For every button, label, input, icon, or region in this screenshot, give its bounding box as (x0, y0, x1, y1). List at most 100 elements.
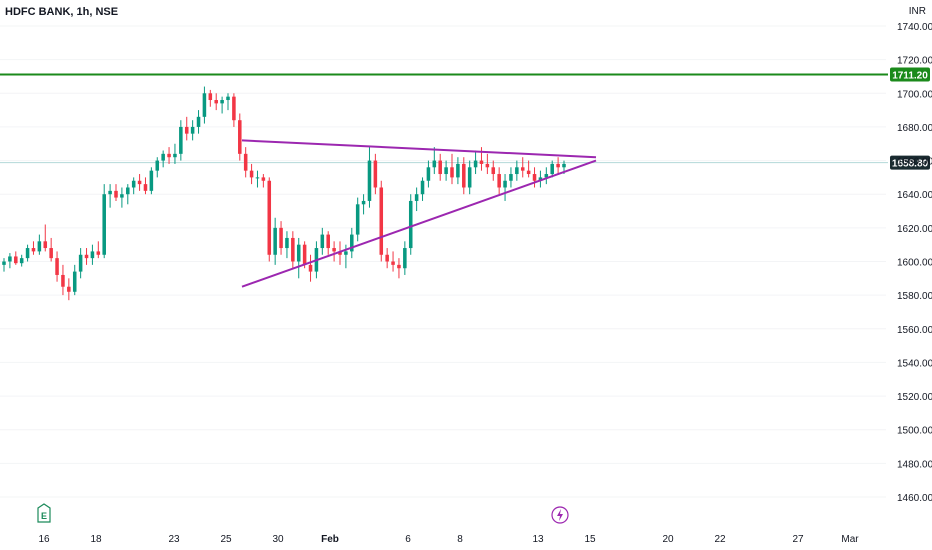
candle (373, 153, 378, 195)
candle-body (255, 177, 260, 179)
candle (232, 93, 236, 127)
candle (538, 170, 543, 188)
candle-body (520, 167, 525, 171)
candle (491, 160, 496, 181)
y-tick-label: 1500.00 (897, 426, 932, 437)
candle-body (397, 264, 401, 269)
x-tick-label: 13 (532, 534, 544, 545)
trendlines (241, 139, 597, 288)
candle (149, 167, 154, 195)
y-axis: 1740.00 1720.00 1700.00 1680.00 1660.00 1640.… (897, 22, 932, 504)
candle (184, 116, 189, 141)
y-tick-label: 1680.00 (897, 123, 932, 134)
resistance-label: 1711.20 (892, 70, 928, 81)
x-tick-label: 23 (168, 534, 180, 545)
candle-body (326, 234, 330, 249)
candle-body (473, 160, 478, 168)
candle (78, 248, 83, 279)
candle-body (350, 234, 354, 252)
x-tick-label: 30 (272, 534, 284, 545)
candle-body (143, 184, 148, 191)
candle-body (296, 244, 301, 262)
candle-body (78, 254, 83, 272)
candle (8, 253, 12, 269)
earnings-icon: E (37, 503, 51, 523)
candle (296, 237, 301, 279)
candle-body (450, 167, 454, 178)
candle (279, 221, 283, 255)
y-tick-label: 1640.00 (897, 190, 932, 201)
candle-body (385, 254, 389, 262)
y-tick-label: 1620.00 (897, 224, 932, 235)
candle-body (261, 177, 266, 181)
candle-body (285, 237, 289, 249)
candle-body (126, 187, 130, 195)
trendline-upper (241, 139, 597, 159)
candle-body (414, 194, 419, 201)
candle-body (37, 241, 42, 252)
candles (2, 86, 566, 301)
candle-body (432, 160, 437, 168)
candle-body (220, 100, 224, 104)
candle (532, 167, 537, 188)
candle (473, 150, 478, 175)
candle (43, 224, 48, 252)
candle (414, 187, 419, 212)
candle-body (19, 258, 24, 264)
candle (355, 197, 360, 242)
lightning-icon (551, 506, 569, 524)
candle-body (238, 120, 242, 154)
candle-body (426, 167, 431, 181)
candle (131, 177, 136, 195)
candle (126, 184, 130, 205)
candle (515, 160, 519, 181)
candle (273, 217, 277, 265)
y-tick-label: 1480.00 (897, 459, 932, 470)
candle-body (320, 234, 325, 249)
candle (108, 184, 112, 208)
candle-body (532, 174, 537, 181)
candle-body (208, 93, 213, 101)
candle-body (515, 167, 519, 175)
candle-body (479, 160, 484, 164)
y-tick-label: 1600.00 (897, 258, 932, 269)
candle-body (84, 254, 89, 259)
candle (285, 231, 289, 259)
candle-body (8, 256, 12, 262)
candle-body (131, 180, 136, 188)
candle-body (291, 237, 295, 262)
candle (55, 251, 59, 282)
candle (462, 157, 466, 195)
candle-body (179, 126, 183, 154)
candle (61, 264, 65, 296)
candle-body (509, 174, 513, 181)
candle-body (184, 126, 189, 134)
candle-body (43, 241, 48, 249)
candle (391, 251, 395, 272)
candle-body (49, 248, 53, 259)
candle-body (379, 187, 384, 255)
candle (438, 153, 442, 181)
candle-body (361, 200, 366, 205)
candle-body (279, 227, 283, 249)
candle-body (462, 163, 466, 188)
candle-body (249, 170, 254, 178)
candle-body (14, 256, 18, 264)
candle (344, 244, 348, 269)
candle-body (72, 271, 77, 292)
candle (208, 89, 213, 107)
candle (90, 244, 95, 265)
candle (379, 180, 384, 262)
candle-body (467, 167, 472, 188)
x-tick-label: Feb (321, 534, 339, 545)
y-tick-label: 1460.00 (897, 493, 932, 504)
candle (367, 147, 372, 208)
y-tick-label: 1520.00 (897, 392, 932, 403)
candle (67, 278, 71, 301)
earnings-icon-glyph: E (41, 511, 47, 521)
y-tick-label: 1740.00 (897, 22, 932, 33)
candle-body (155, 160, 160, 171)
candle (190, 120, 195, 141)
candle (214, 93, 218, 111)
